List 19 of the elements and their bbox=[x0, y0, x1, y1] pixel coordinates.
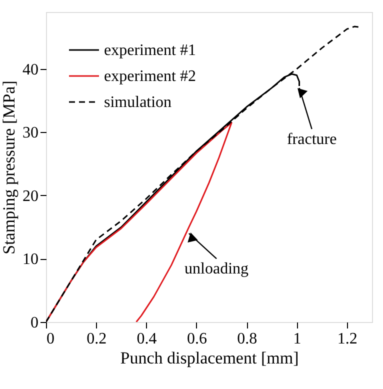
x-tick-label: 0.6 bbox=[186, 330, 207, 348]
x-tick-label: 0.8 bbox=[237, 330, 258, 348]
legend-label: experiment #2 bbox=[104, 68, 196, 85]
annotation: unloading bbox=[184, 260, 249, 278]
y-tick-label: 20 bbox=[22, 188, 38, 205]
y-tick-label: 30 bbox=[22, 124, 38, 142]
x-tick-label: 0.2 bbox=[86, 330, 107, 348]
x-tick-label: 0.4 bbox=[136, 330, 157, 348]
legend-label: experiment #1 bbox=[104, 42, 196, 59]
x-axis-title: Punch displacement [mm] bbox=[120, 348, 299, 368]
x-tick-label: 1.2 bbox=[337, 330, 358, 348]
annotation: fracture bbox=[286, 131, 337, 148]
x-tick-label: 0 bbox=[46, 330, 54, 348]
y-tick-label: 40 bbox=[22, 61, 38, 78]
legend-label: simulation bbox=[104, 94, 172, 111]
x-tick-label: 1 bbox=[293, 330, 302, 348]
y-axis-title: Stamping pressure [MPa] bbox=[0, 80, 18, 254]
y-tick-label: 10 bbox=[22, 251, 38, 268]
y-tick-label: 0 bbox=[30, 314, 38, 332]
